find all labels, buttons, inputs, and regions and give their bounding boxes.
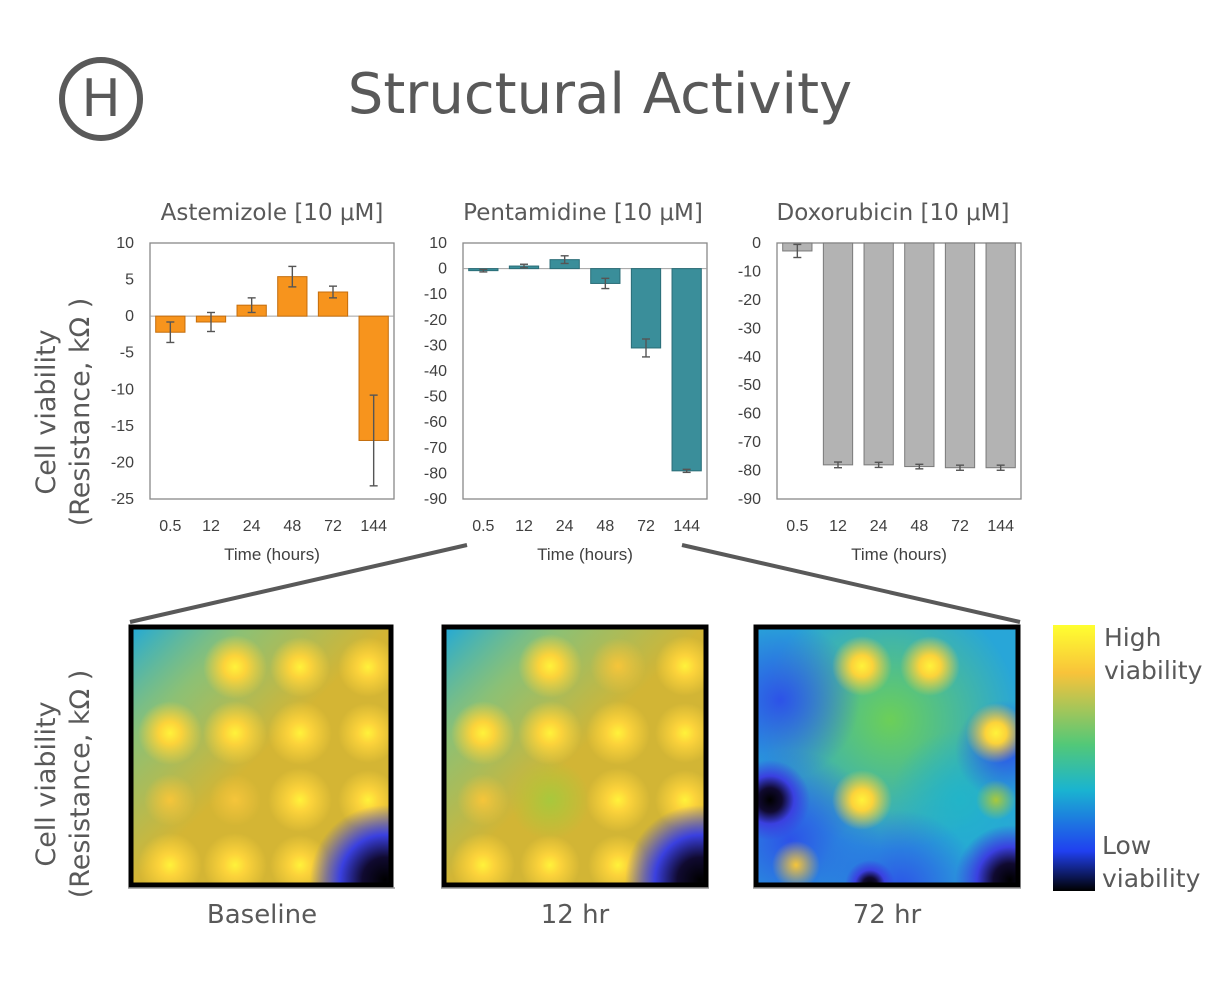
doxorubicin-y-tick-label: -80 <box>738 463 761 480</box>
astemizole-y-tick-label: -5 <box>120 345 134 362</box>
panel-letter-badge: H <box>59 57 143 141</box>
pentamidine-y-tick-label: -60 <box>424 414 447 431</box>
pentamidine-y-tick-label: -90 <box>424 491 447 508</box>
doxorubicin-y-tick-label: -90 <box>738 491 761 508</box>
doxorubicin-x-tick-label: 0.5 <box>786 518 808 535</box>
page-title: Structural Activity <box>347 62 853 127</box>
pentamidine-y-tick-label: -40 <box>424 363 447 380</box>
astemizole-x-tick-label: 72 <box>324 518 342 535</box>
heatmap-baseline <box>131 627 391 885</box>
pentamidine-y-tick-label: -80 <box>424 465 447 482</box>
pentamidine-x-tick-label: 144 <box>673 518 700 535</box>
panel-letter: H <box>81 69 121 129</box>
pentamidine-x-tick-label: 0.5 <box>472 518 494 535</box>
colorbar-low-line1: Low <box>1102 831 1152 860</box>
astemizole-y-tick-label: -20 <box>111 454 134 471</box>
astemizole-y-tick-label: -25 <box>111 491 134 508</box>
doxorubicin-y-tick-label: -30 <box>738 320 761 337</box>
doxorubicin-y-tick-label: -70 <box>738 434 761 451</box>
doxorubicin-y-tick-label: -60 <box>738 406 761 423</box>
chart-title-doxorubicin: Doxorubicin [10 μM] <box>776 200 1010 226</box>
astemizole-y-tick-label: 10 <box>116 235 134 252</box>
heatmap-caption-baseline: Baseline <box>206 900 318 930</box>
pentamidine-y-tick-label: -50 <box>424 389 447 406</box>
doxorubicin-bar <box>822 242 854 466</box>
doxorubicin-y-tick-label: -50 <box>738 377 761 394</box>
chart-title-pentamidine: Pentamidine [10 μM] <box>463 200 703 226</box>
colorbar <box>1053 625 1095 891</box>
pentamidine-x-axis-title: Time (hours) <box>537 545 633 564</box>
zoom-connectors <box>129 543 1021 624</box>
pentamidine-y-tick-label: -70 <box>424 440 447 457</box>
astemizole-x-tick-label: 24 <box>243 518 261 535</box>
astemizole-y-tick-label: 0 <box>125 308 134 325</box>
doxorubicin-x-tick-label: 48 <box>910 518 928 535</box>
doxorubicin-x-tick-label: 72 <box>951 518 969 535</box>
pentamidine-x-tick-label: 72 <box>637 518 655 535</box>
doxorubicin-y-tick-label: 0 <box>752 235 761 252</box>
astemizole-x-tick-label: 12 <box>202 518 220 535</box>
pentamidine-plot-frame <box>462 242 708 500</box>
doxorubicin-bar <box>944 242 976 469</box>
heatmap-72hr <box>756 627 1018 885</box>
pentamidine-y-tick-label: -20 <box>424 312 447 329</box>
doxorubicin-x-tick-label: 144 <box>987 518 1014 535</box>
astemizole-y-tick-label: 5 <box>125 272 134 289</box>
doxorubicin-y-tick-label: -10 <box>738 263 761 280</box>
pentamidine-y-tick-label: 0 <box>438 261 447 278</box>
colorbar-high-line2: viability <box>1104 656 1203 685</box>
heatmap-caption-72hr: 72 hr <box>852 900 922 930</box>
astemizole-y-tick-label: -15 <box>111 418 134 435</box>
astemizole-x-tick-label: 48 <box>283 518 301 535</box>
pentamidine-y-tick-label: -10 <box>424 286 447 303</box>
doxorubicin-x-tick-label: 24 <box>870 518 888 535</box>
pentamidine-bar <box>630 268 662 349</box>
doxorubicin-y-tick-label: -20 <box>738 292 761 309</box>
doxorubicin-bar <box>904 242 935 468</box>
colorbar-high-label: High viability <box>1104 621 1202 687</box>
pentamidine-y-tick-label: 10 <box>429 235 447 252</box>
heatmap-caption-12hr: 12 hr <box>540 900 610 930</box>
doxorubicin-bar <box>985 242 1016 469</box>
doxorubicin-x-tick-label: 12 <box>829 518 847 535</box>
colorbar-high-line1: High <box>1104 623 1162 652</box>
astemizole-x-tick-label: 144 <box>360 518 387 535</box>
pentamidine-x-tick-label: 24 <box>556 518 574 535</box>
connector-line-right <box>681 543 1021 624</box>
colorbar-low-label: Low viability <box>1102 829 1200 895</box>
pentamidine-x-tick-label: 12 <box>515 518 533 535</box>
doxorubicin-x-axis-title: Time (hours) <box>851 545 947 564</box>
astemizole-y-tick-label: -10 <box>111 381 134 398</box>
chart-title-astemizole: Astemizole [10 μM] <box>160 200 384 226</box>
connector-line-left <box>129 543 468 624</box>
heatmap-12hr <box>444 627 706 885</box>
astemizole-plot-frame <box>149 242 395 500</box>
colorbar-low-line2: viability <box>1102 864 1201 893</box>
doxorubicin-plot-frame <box>776 242 1022 500</box>
pentamidine-y-tick-label: -30 <box>424 337 447 354</box>
doxorubicin-y-tick-label: -40 <box>738 349 761 366</box>
bar-charts: 10 5 0 -5 -10 -15 -20 -25 0.5 12 24 48 72 144 Time (ho… <box>111 235 1022 564</box>
astemizole-x-axis-title: Time (hours) <box>224 545 320 564</box>
pentamidine-x-tick-label: 48 <box>596 518 614 535</box>
heatmaps <box>128 624 1095 891</box>
astemizole-x-tick-label: 0.5 <box>159 518 181 535</box>
